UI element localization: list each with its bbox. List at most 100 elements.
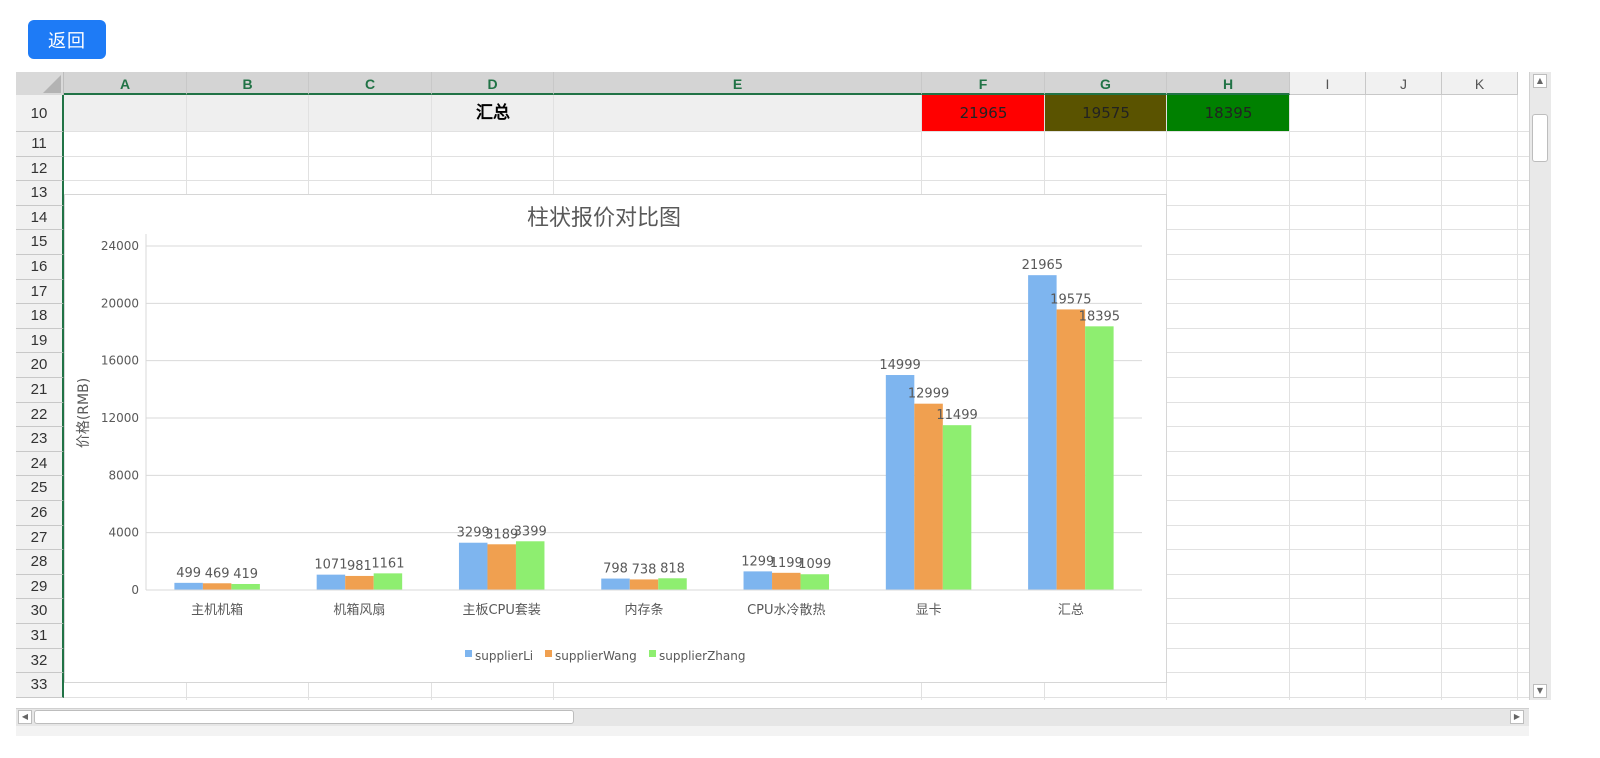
x-tick-label: 显卡 <box>916 603 942 618</box>
y-tick-label: 4000 <box>108 526 139 540</box>
grid-column-line <box>1365 95 1366 700</box>
bar-supplierli <box>885 375 915 590</box>
y-tick-label: 12000 <box>101 411 139 425</box>
data-label: 18395 <box>1079 309 1120 324</box>
bar-supplierwang <box>1056 309 1086 590</box>
data-label: 19575 <box>1050 292 1091 307</box>
column-header-e[interactable]: E <box>554 72 922 95</box>
column-header-g[interactable]: G <box>1045 72 1167 95</box>
data-label: 21965 <box>1022 258 1063 273</box>
bar-supplierwang <box>772 572 801 590</box>
row-header-12[interactable]: 12 <box>16 156 64 182</box>
column-header-d[interactable]: D <box>432 72 554 95</box>
scroll-up-icon[interactable]: ▲ <box>1533 74 1547 88</box>
summary-cell-f[interactable]: 21965 <box>922 95 1045 132</box>
chart-title: 柱状报价对比图 <box>527 206 681 231</box>
bar-supplierli <box>458 542 488 590</box>
y-axis-label: 价格(RMB) <box>76 378 92 448</box>
column-header-j[interactable]: J <box>1366 72 1442 95</box>
row-header-17[interactable]: 17 <box>16 279 64 305</box>
data-label: 12999 <box>908 387 949 402</box>
legend-swatch-supplierzhang <box>649 650 656 657</box>
legend-swatch-supplierwang <box>545 650 552 657</box>
scroll-left-icon[interactable]: ◀ <box>18 710 32 724</box>
horizontal-scroll-thumb[interactable] <box>34 710 574 724</box>
row-header-32[interactable]: 32 <box>16 648 64 674</box>
row-header-10[interactable]: 10 <box>16 95 64 132</box>
row-header-31[interactable]: 31 <box>16 624 64 649</box>
data-label: 981 <box>347 559 372 574</box>
column-header-c[interactable]: C <box>309 72 432 95</box>
column-header-b[interactable]: B <box>187 72 309 95</box>
summary-label-cell[interactable]: 汇总 <box>64 95 922 132</box>
row-header-33[interactable]: 33 <box>16 673 64 698</box>
bar-supplierzhang <box>515 541 545 590</box>
column-header-a[interactable]: A <box>64 72 187 95</box>
bar-supplierzhang <box>231 583 260 590</box>
y-tick-label: 16000 <box>101 354 139 368</box>
back-button[interactable]: 返回 <box>28 20 106 59</box>
row-header-24[interactable]: 24 <box>16 451 64 477</box>
y-tick-label: 0 <box>131 583 139 597</box>
vertical-scrollbar[interactable]: ▲ ▼ <box>1529 72 1551 700</box>
row-header-23[interactable]: 23 <box>16 427 64 452</box>
bar-supplierzhang <box>1085 326 1114 590</box>
data-label: 1199 <box>770 556 803 571</box>
row-header-22[interactable]: 22 <box>16 402 64 428</box>
row-header-25[interactable]: 25 <box>16 476 64 501</box>
row-header-15[interactable]: 15 <box>16 230 64 255</box>
legend-label-supplierzhang: supplierZhang <box>659 649 745 663</box>
row-header-26[interactable]: 26 <box>16 501 64 526</box>
row-header-21[interactable]: 21 <box>16 378 64 403</box>
select-all-corner[interactable] <box>16 72 64 95</box>
bar-supplierzhang <box>942 425 972 590</box>
row-header-27[interactable]: 27 <box>16 525 64 551</box>
data-label: 419 <box>233 567 258 582</box>
bar-supplierzhang <box>658 578 687 590</box>
scroll-down-icon[interactable]: ▼ <box>1533 684 1547 698</box>
data-label: 11499 <box>936 408 977 423</box>
grid-row-line <box>64 131 1529 132</box>
row-header-11[interactable]: 11 <box>16 132 64 157</box>
vertical-scroll-thumb[interactable] <box>1532 114 1548 162</box>
x-tick-label: 主机机箱 <box>191 602 243 618</box>
row-header-20[interactable]: 20 <box>16 353 64 378</box>
data-label: 738 <box>632 562 657 577</box>
row-header-29[interactable]: 29 <box>16 574 64 600</box>
column-header-k[interactable]: K <box>1442 72 1518 95</box>
data-label: 1299 <box>741 554 774 569</box>
grid-row-line <box>64 155 1529 157</box>
bar-supplierwang <box>487 544 516 590</box>
x-tick-label: 主板CPU套装 <box>462 602 540 618</box>
legend-label-supplierwang: supplierWang <box>555 649 637 663</box>
row-header-19[interactable]: 19 <box>16 328 64 354</box>
x-tick-label: 机箱风扇 <box>333 602 385 618</box>
column-header-h[interactable]: H <box>1167 72 1290 95</box>
grid-row-line <box>64 180 1529 182</box>
row-header-28[interactable]: 28 <box>16 550 64 575</box>
summary-cell-g[interactable]: 19575 <box>1045 95 1167 132</box>
summary-cell-h[interactable]: 18395 <box>1167 95 1290 132</box>
row-header-30[interactable]: 30 <box>16 599 64 624</box>
bar-supplierzhang <box>373 573 403 590</box>
data-label: 818 <box>660 561 685 576</box>
column-header-f[interactable]: F <box>922 72 1045 95</box>
y-tick-label: 24000 <box>101 239 139 253</box>
bar-supplierwang <box>345 575 374 590</box>
bar-supplierzhang <box>800 574 830 590</box>
bar-chart[interactable]: 柱状报价对比图 0 4000 8000 12000 16000 20000 24000 价格(R… <box>64 194 1167 683</box>
row-header-13[interactable]: 13 <box>16 181 64 206</box>
scroll-right-icon[interactable]: ▶ <box>1510 710 1524 724</box>
data-label: 1071 <box>314 558 347 573</box>
row-header-16[interactable]: 16 <box>16 255 64 280</box>
bar-supplierwang <box>914 403 943 590</box>
bar-supplierli <box>1028 275 1057 590</box>
column-header-i[interactable]: I <box>1290 72 1366 95</box>
y-tick-label: 8000 <box>108 468 139 482</box>
horizontal-scrollbar[interactable]: ◀ ▶ <box>16 708 1529 726</box>
row-header-14[interactable]: 14 <box>16 205 64 231</box>
grid-column-line <box>1517 95 1518 700</box>
legend-label-supplierli: supplierLi <box>475 649 533 663</box>
row-header-18[interactable]: 18 <box>16 304 64 329</box>
